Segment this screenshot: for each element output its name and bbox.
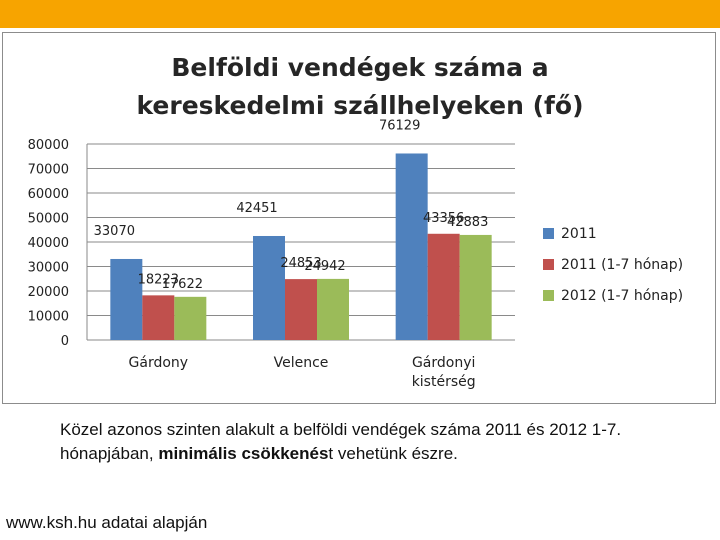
chart-title: Belföldi vendégek száma a kereskedelmi s… — [3, 49, 717, 125]
data-label: 24853 — [280, 256, 321, 271]
bar — [285, 279, 317, 340]
bar — [253, 235, 285, 340]
caption-text: Közel azonos szinten alakult a belföldi … — [60, 418, 700, 466]
data-label: 76129 — [379, 118, 420, 133]
bar — [110, 258, 143, 340]
chart-title-line-2: kereskedelmi szállhelyeken (fő) — [136, 91, 584, 120]
x-tick-label: Velence — [274, 355, 329, 371]
data-label: 17622 — [162, 277, 203, 292]
data-label: 24942 — [304, 259, 345, 274]
x-tick-label: Gárdonyi — [412, 355, 475, 371]
y-tick-label: 0 — [61, 334, 69, 349]
y-tick-label: 30000 — [28, 261, 69, 276]
legend-swatch — [543, 259, 554, 270]
bar — [142, 295, 175, 340]
source-note: www.ksh.hu adatai alapján — [6, 513, 208, 532]
chart-title-line-1: Belföldi vendégek száma a — [171, 53, 549, 82]
legend-label: 2012 (1-7 hónap) — [561, 288, 683, 304]
bar — [459, 234, 492, 340]
bar — [395, 153, 428, 340]
x-tick-label: kistérség — [412, 374, 476, 390]
data-label: 42451 — [236, 201, 277, 216]
x-tick-label: Gárdony — [129, 355, 189, 371]
caption-part-1: Közel azonos szinten alakult a belföldi … — [60, 420, 622, 463]
y-tick-label: 50000 — [28, 212, 69, 227]
data-label: 43356 — [423, 211, 464, 226]
y-tick-label: 20000 — [28, 285, 69, 300]
legend-swatch — [543, 228, 554, 239]
bar-chart: 0 10000 20000 30000 40000 50000 60000 70000 8000… — [28, 118, 683, 390]
legend-label: 2011 (1-7 hónap) — [561, 257, 683, 273]
data-label: 33070 — [94, 224, 135, 239]
caption-bold: minimális csökkenés — [158, 444, 329, 463]
legend-label: 2011 — [561, 226, 597, 242]
y-tick-label: 10000 — [28, 310, 69, 325]
data-label: 42883 — [447, 215, 488, 230]
bar — [174, 296, 207, 340]
bar — [427, 233, 460, 340]
y-tick-label: 60000 — [28, 187, 69, 202]
top-accent-bar — [0, 0, 720, 28]
legend-swatch — [543, 290, 554, 301]
y-tick-label: 80000 — [28, 138, 69, 153]
data-label: 18223 — [138, 272, 179, 287]
caption-part-2: t vehetünk észre. — [328, 444, 458, 463]
y-tick-label: 40000 — [28, 236, 69, 251]
chart-frame: Belföldi vendégek száma a kereskedelmi s… — [2, 32, 716, 404]
y-tick-label: 70000 — [28, 163, 69, 178]
bar — [317, 278, 349, 340]
